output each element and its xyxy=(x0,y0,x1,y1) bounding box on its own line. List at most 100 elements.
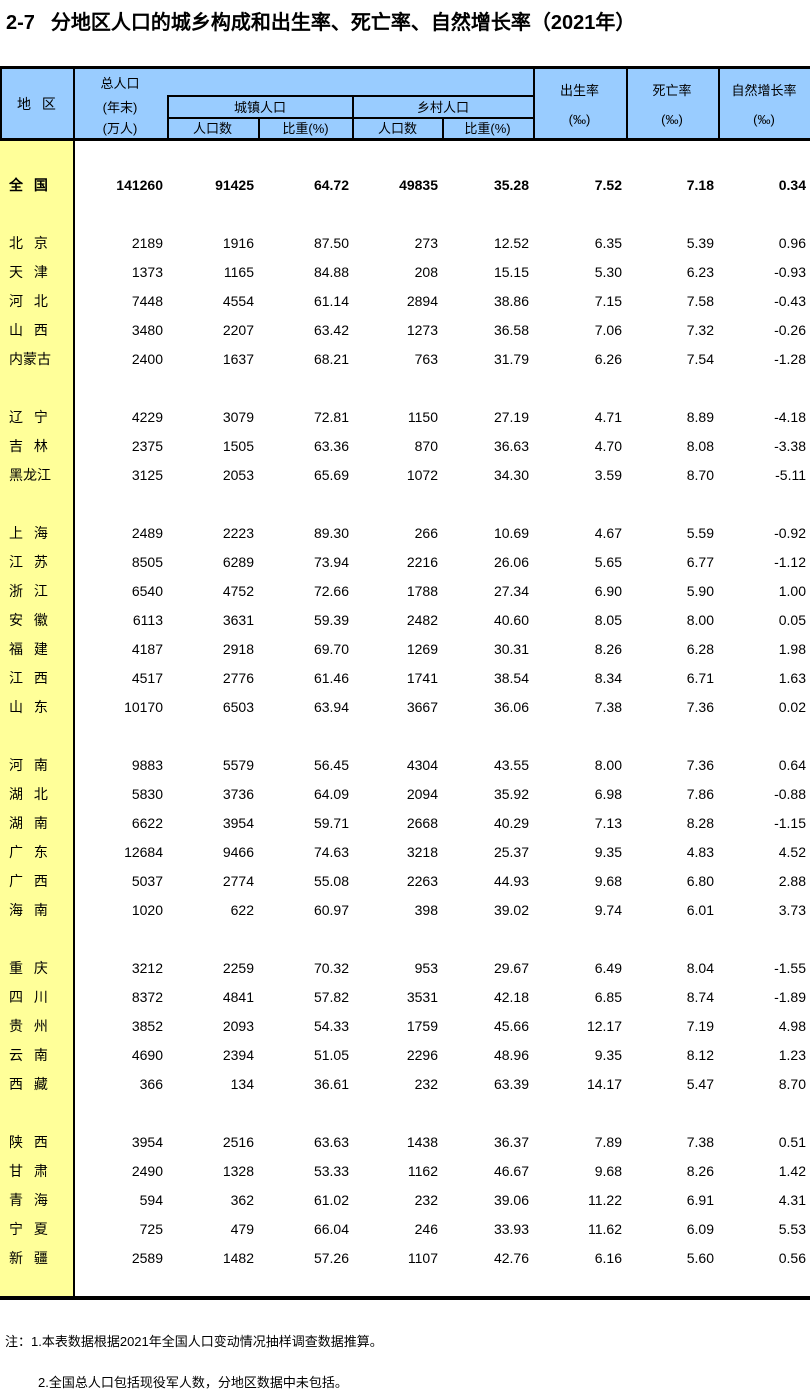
value-cell: 6.49 xyxy=(594,959,622,976)
value-cell: 2482 xyxy=(406,611,438,628)
value-cell: 9.68 xyxy=(594,1162,622,1179)
value-cell: 3736 xyxy=(222,785,254,802)
value-cell: 74.63 xyxy=(313,843,349,860)
value-cell: 6.09 xyxy=(686,1220,714,1237)
value-cell: 1269 xyxy=(406,640,438,657)
header-rural-population: 乡村人口 xyxy=(416,99,469,115)
value-cell: 6289 xyxy=(222,553,254,570)
header-death-rate: 死亡率 (‰) xyxy=(652,83,692,127)
table-row: 新 疆 2589 1482 57.26 1107 42.76 6.16 5.60 0.56 xyxy=(0,1243,810,1272)
value-cell: 36.06 xyxy=(493,698,529,715)
value-cell: 1.63 xyxy=(778,669,806,686)
table-row: 辽 宁 4229 3079 72.81 1150 27.19 4.71 8.89 -4.18 xyxy=(0,402,810,431)
value-cell: 7.13 xyxy=(594,814,622,831)
value-cell: 7.52 xyxy=(594,176,622,193)
value-cell: 8.00 xyxy=(686,611,714,628)
value-cell: 6.98 xyxy=(594,785,622,802)
header-divider xyxy=(626,69,628,138)
value-cell: 42.18 xyxy=(493,988,529,1005)
value-cell: -5.11 xyxy=(775,466,806,483)
value-cell: 1373 xyxy=(131,263,163,280)
value-cell: 273 xyxy=(414,234,438,251)
value-cell: 2375 xyxy=(131,437,163,454)
value-cell: -1.12 xyxy=(774,553,806,570)
table-row: 北 京 2189 1916 87.50 273 12.52 6.35 5.39 0.96 xyxy=(0,228,810,257)
value-cell: 59.39 xyxy=(313,611,349,628)
value-cell: 4752 xyxy=(222,582,254,599)
value-cell: 63.36 xyxy=(313,437,349,454)
value-cell: 7.32 xyxy=(686,321,714,338)
value-cell: 1072 xyxy=(406,466,438,483)
region-label: 湖 北 xyxy=(9,785,48,802)
table-row: 黑龙江 3125 2053 65.69 1072 34.30 3.59 8.70 -5.11 xyxy=(0,460,810,489)
value-cell: 0.05 xyxy=(778,611,806,628)
value-cell: 40.29 xyxy=(493,814,529,831)
region-label: 青 海 xyxy=(9,1191,48,1208)
value-cell: 3631 xyxy=(222,611,254,628)
value-cell: 5.65 xyxy=(594,553,622,570)
region-label: 上 海 xyxy=(9,524,48,541)
value-cell: 1637 xyxy=(222,350,254,367)
value-cell: 33.93 xyxy=(493,1220,529,1237)
value-cell: -1.89 xyxy=(774,988,806,1005)
value-cell: 594 xyxy=(139,1191,163,1208)
value-cell: 4841 xyxy=(222,988,254,1005)
value-cell: 72.66 xyxy=(313,582,349,599)
value-cell: 11.22 xyxy=(588,1191,622,1208)
region-label: 重 庆 xyxy=(9,959,48,976)
value-cell: 1107 xyxy=(407,1249,438,1266)
value-cell: 4.83 xyxy=(686,843,714,860)
region-label: 甘 肃 xyxy=(9,1162,48,1179)
value-cell: 2516 xyxy=(222,1133,254,1150)
region-label: 宁 夏 xyxy=(9,1220,48,1237)
value-cell: 8.12 xyxy=(686,1046,714,1063)
value-cell: 30.31 xyxy=(493,640,529,657)
region-label: 新 疆 xyxy=(9,1249,48,1266)
value-cell: 953 xyxy=(414,959,438,976)
value-cell: 11.62 xyxy=(588,1220,622,1237)
value-cell: 1741 xyxy=(406,669,438,686)
value-cell: 56.45 xyxy=(313,756,349,773)
value-cell: 36.37 xyxy=(493,1133,529,1150)
value-cell: 4.67 xyxy=(594,524,622,541)
table-row: 海 南 1020 622 60.97 398 39.02 9.74 6.01 3.73 xyxy=(0,895,810,924)
value-cell: 8372 xyxy=(131,988,163,1005)
value-cell: 39.06 xyxy=(493,1191,529,1208)
value-cell: 2668 xyxy=(406,814,438,831)
region-label: 江 西 xyxy=(9,669,48,686)
table-body: 全 国 141260 91425 64.72 49835 35.28 7.52 7.18 0.3… xyxy=(0,141,810,1300)
value-cell: 29.67 xyxy=(493,959,529,976)
value-cell: 208 xyxy=(414,263,438,280)
value-cell: 6.28 xyxy=(686,640,714,657)
value-cell: 70.32 xyxy=(313,959,349,976)
value-cell: 2400 xyxy=(131,350,163,367)
table-row: 青 海 594 362 61.02 232 39.06 11.22 6.91 4.31 xyxy=(0,1185,810,1214)
region-label: 辽 宁 xyxy=(9,408,48,425)
region-label: 河 南 xyxy=(9,756,48,773)
value-cell: 49835 xyxy=(399,176,438,193)
value-cell: 38.86 xyxy=(493,292,529,309)
table-row: 湖 北 5830 3736 64.09 2094 35.92 6.98 7.86 -0.88 xyxy=(0,779,810,808)
page-title: 2-7 分地区人口的城乡构成和出生率、死亡率、自然增长率（2021年） xyxy=(6,6,635,35)
value-cell: 1150 xyxy=(407,408,438,425)
value-cell: 10170 xyxy=(124,698,163,715)
value-cell: 1438 xyxy=(406,1133,438,1150)
region-label: 广 西 xyxy=(9,872,48,889)
value-cell: 2.88 xyxy=(778,872,806,889)
value-cell: -0.92 xyxy=(774,524,806,541)
header-divider xyxy=(718,69,720,138)
header-birth-rate: 出生率 (‰) xyxy=(559,83,599,127)
value-cell: 3531 xyxy=(406,988,438,1005)
header-total-pop-line1: 总人口 xyxy=(100,75,140,91)
value-cell: 38.54 xyxy=(493,669,529,686)
region-label: 河 北 xyxy=(9,292,48,309)
value-cell: 53.33 xyxy=(313,1162,349,1179)
value-cell: 46.67 xyxy=(493,1162,529,1179)
value-cell: 1788 xyxy=(406,582,438,599)
value-cell: 2894 xyxy=(406,292,438,309)
table-row: 福 建 4187 2918 69.70 1269 30.31 8.26 6.28 1.98 xyxy=(0,634,810,663)
value-cell: 2394 xyxy=(222,1046,254,1063)
footnotes: 注：1.本表数据根据2021年全国人口变动情况抽样调查数据推算。 2.全国总人口… xyxy=(5,1331,383,1391)
value-cell: 8.00 xyxy=(594,756,622,773)
